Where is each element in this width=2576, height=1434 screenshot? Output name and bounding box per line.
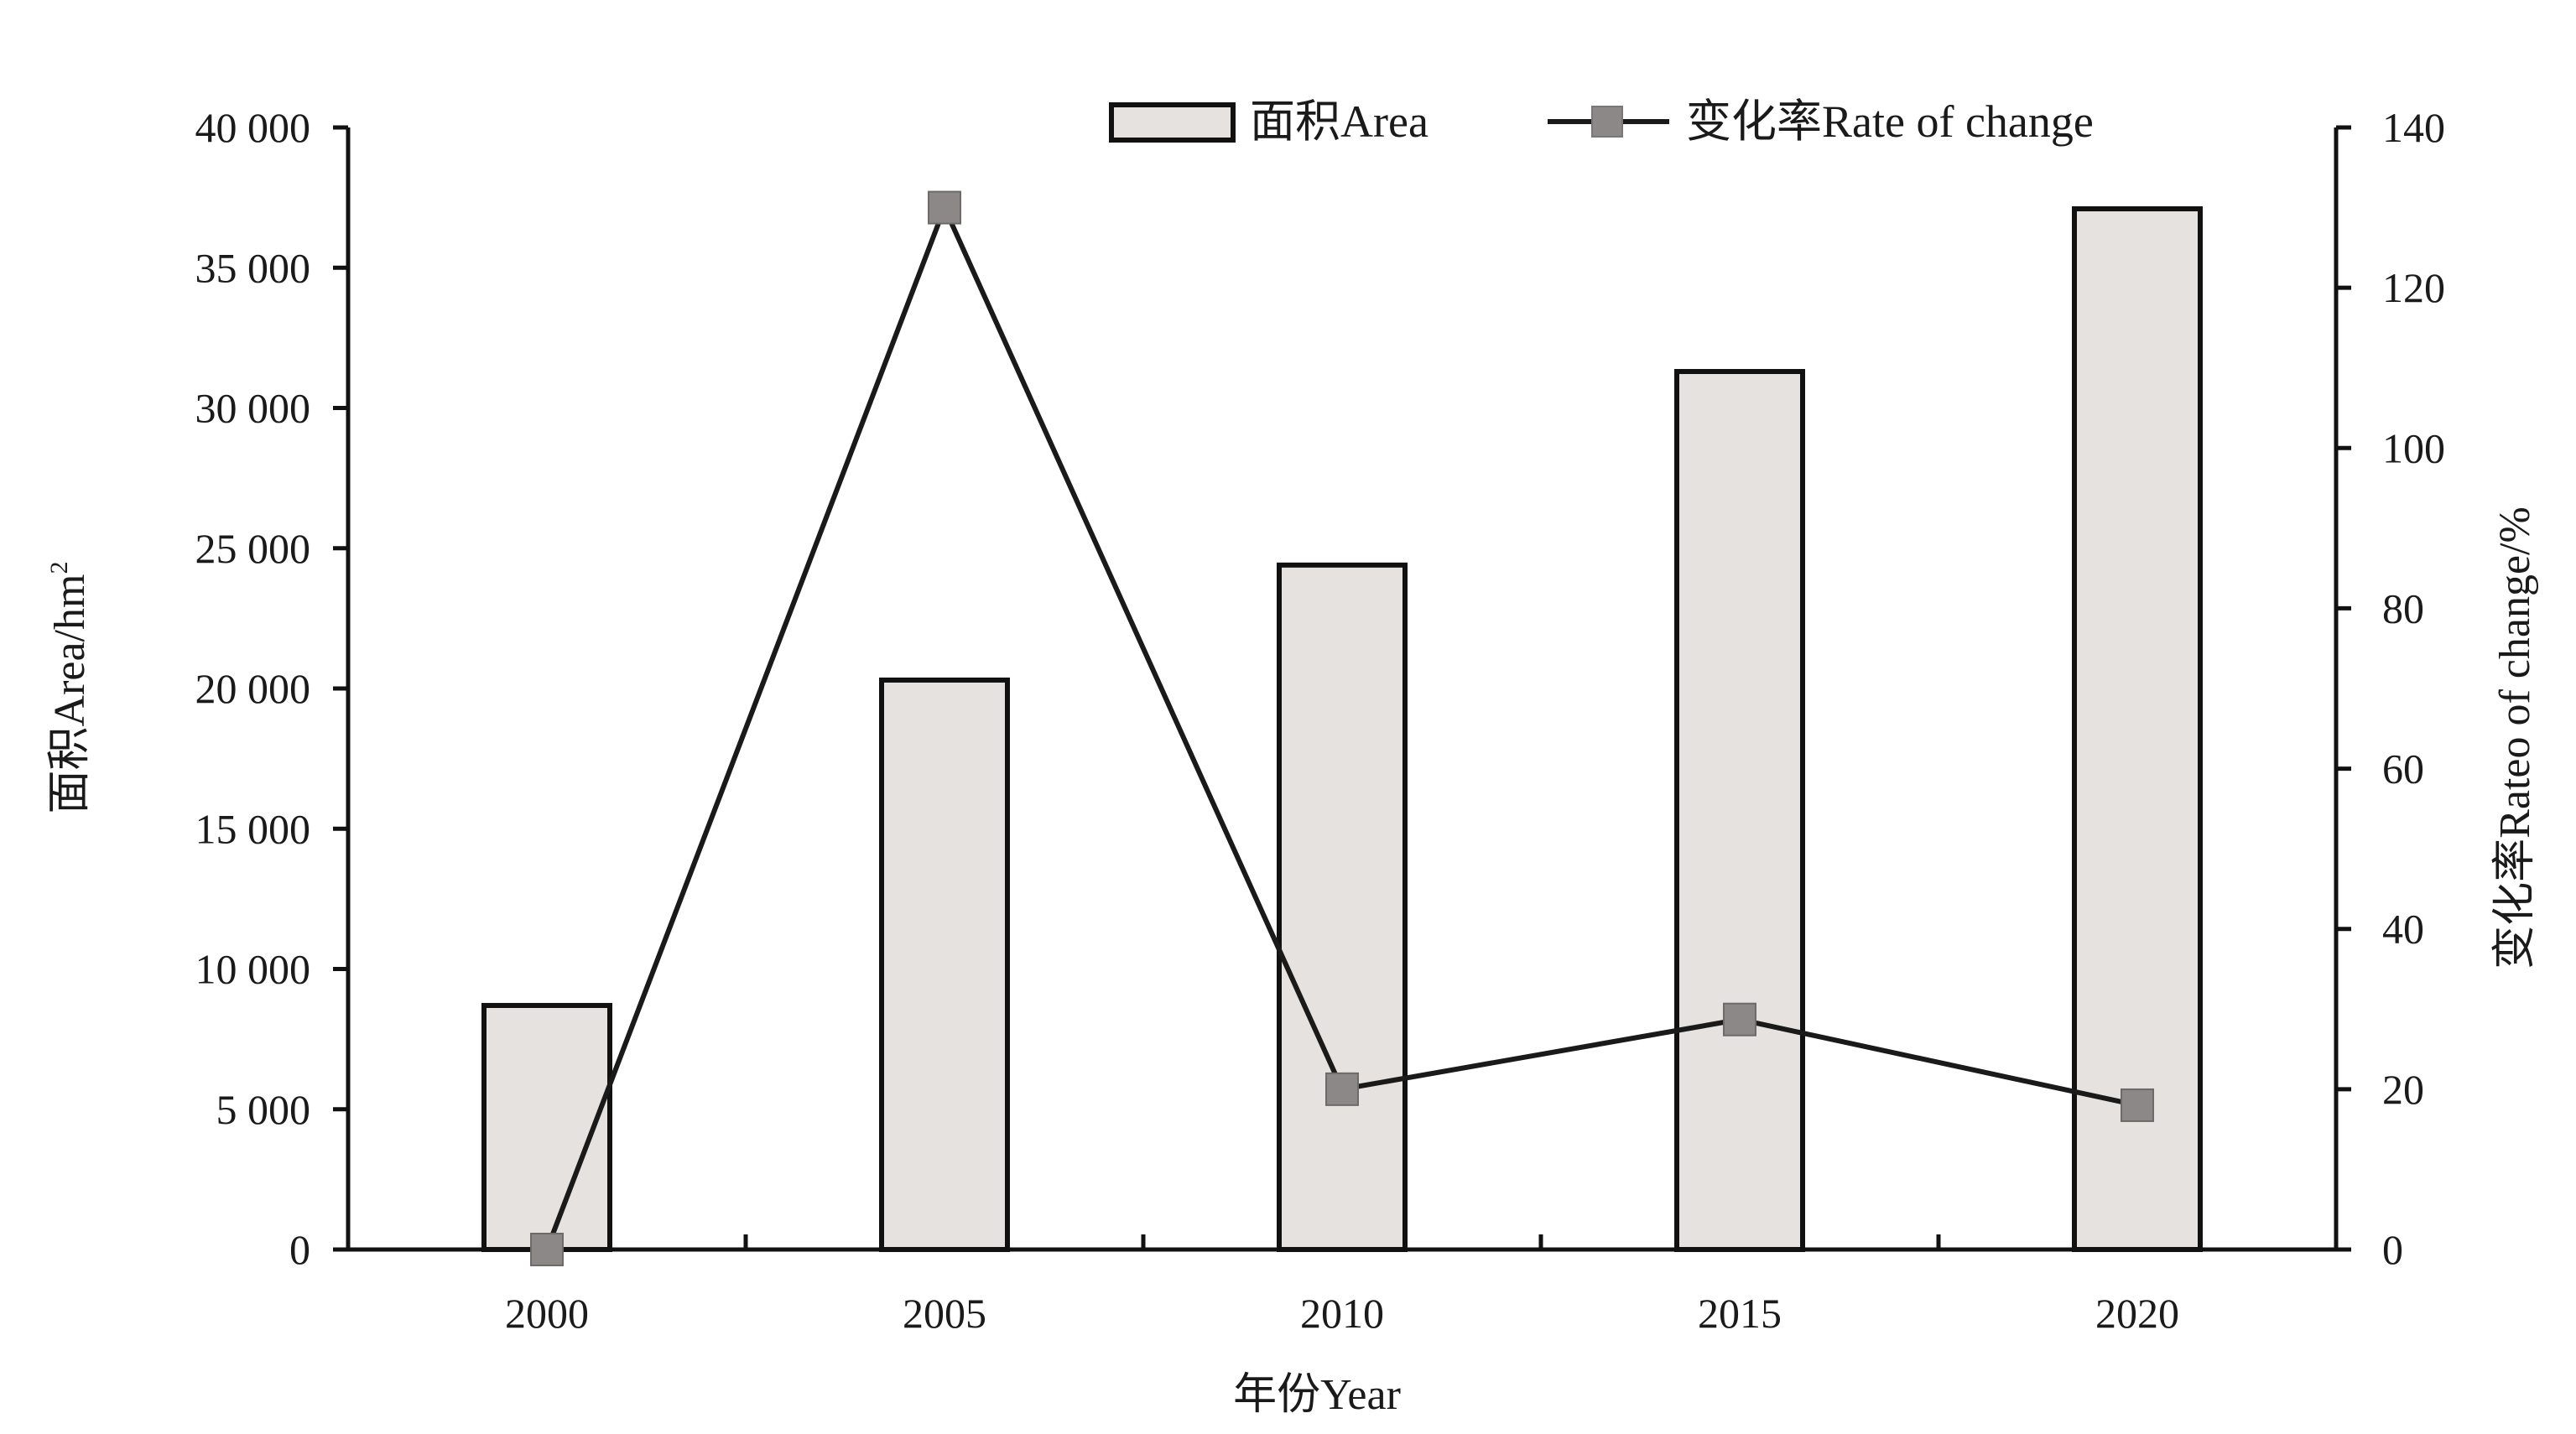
y2-tick-label: 140 bbox=[2382, 104, 2445, 151]
y-tick-label: 5 000 bbox=[216, 1086, 311, 1133]
y-axis-title-text: 面积Area/hm bbox=[46, 574, 94, 814]
y2-axis-title: 变化率Rateo of change/% bbox=[2491, 507, 2539, 969]
ticklabels-layer: 0 5 000 10 000 15 000 20 000 25 000 30 000 35 0… bbox=[195, 104, 2446, 1337]
y-tick-label: 35 000 bbox=[195, 244, 311, 291]
bar-2000 bbox=[481, 1002, 612, 1252]
bar-2010 bbox=[1277, 562, 1408, 1252]
y-tick-label: 0 bbox=[289, 1226, 310, 1273]
y-tick-label: 25 000 bbox=[195, 525, 311, 572]
x-axis-title: 年份Year bbox=[1233, 1371, 1401, 1419]
x-tick-label: 2010 bbox=[1300, 1290, 1384, 1337]
y2-tick-label: 60 bbox=[2382, 746, 2424, 792]
bar-2015 bbox=[1674, 369, 1805, 1252]
y-tick-label: 40 000 bbox=[195, 104, 311, 151]
y2-tick-label: 120 bbox=[2382, 264, 2445, 311]
legend-swatch-area bbox=[1109, 102, 1236, 143]
y2-tick-label: 0 bbox=[2382, 1226, 2403, 1273]
x-tick-label: 2015 bbox=[1698, 1290, 1782, 1337]
legend-label-area: 面积Area bbox=[1250, 96, 1429, 147]
x-tick-label: 2020 bbox=[2095, 1290, 2179, 1337]
rate-marker-2000 bbox=[530, 1233, 564, 1266]
y-tick-label: 20 000 bbox=[195, 665, 311, 712]
y2-tick-label: 80 bbox=[2382, 585, 2424, 631]
legend-marker-rate bbox=[1591, 106, 1623, 138]
y2-tick-label: 20 bbox=[2382, 1066, 2424, 1113]
legend-label-rate: 变化率Rate of change bbox=[1686, 96, 2094, 147]
bar-2005 bbox=[879, 677, 1010, 1252]
rate-marker-2010 bbox=[1325, 1072, 1359, 1106]
y-tick-label: 10 000 bbox=[195, 946, 311, 993]
y-axis-title-superscript: 2 bbox=[45, 562, 73, 574]
y-tick-label: 30 000 bbox=[195, 385, 311, 432]
bars-layer bbox=[481, 206, 2203, 1252]
markers-layer bbox=[530, 190, 2154, 1266]
rate-marker-2020 bbox=[2121, 1088, 2154, 1122]
y-axis-title: 面积Area/hm2 bbox=[45, 562, 94, 814]
y-tick-label: 15 000 bbox=[195, 805, 311, 852]
x-tick-label: 2000 bbox=[505, 1290, 589, 1337]
rate-marker-2015 bbox=[1723, 1002, 1756, 1037]
x-tick-label: 2005 bbox=[903, 1290, 986, 1337]
axes-layer bbox=[333, 125, 2351, 1252]
y2-tick-label: 40 bbox=[2382, 906, 2424, 953]
rate-marker-2005 bbox=[928, 190, 961, 225]
legend: 面积Area 变化率Rate of change bbox=[1109, 96, 2094, 147]
y2-tick-label: 100 bbox=[2382, 424, 2445, 471]
